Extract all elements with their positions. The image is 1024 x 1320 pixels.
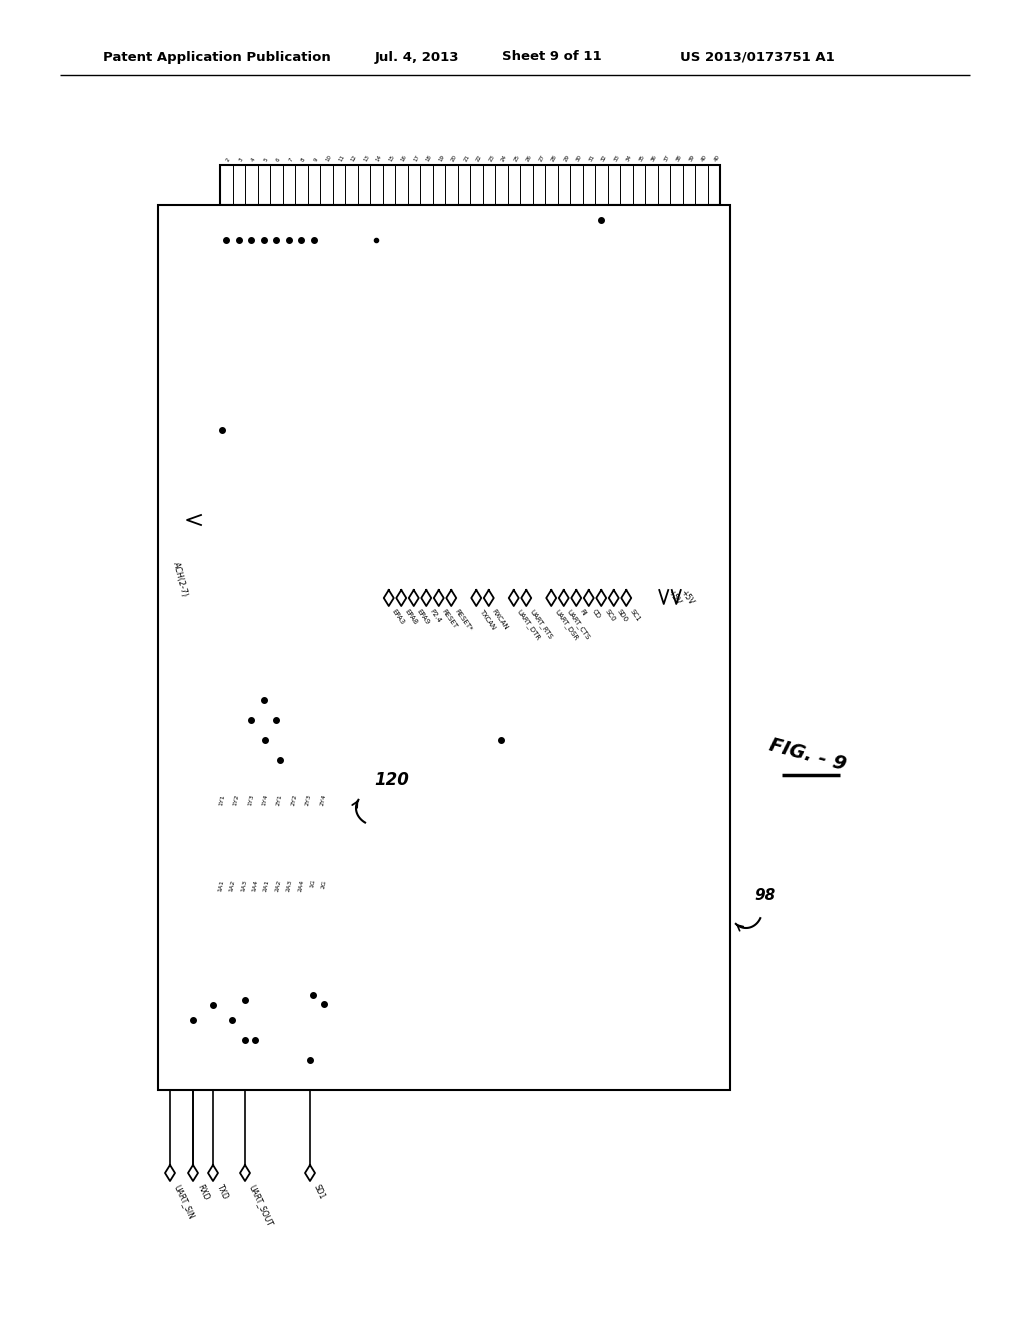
Text: FIG. - 9: FIG. - 9 <box>767 735 849 775</box>
Text: 22: 22 <box>475 153 483 162</box>
Text: 1Y4: 1Y4 <box>262 795 269 807</box>
Text: 24: 24 <box>501 153 508 162</box>
Text: 29: 29 <box>563 153 570 162</box>
Text: Sheet 9 of 11: Sheet 9 of 11 <box>502 50 602 63</box>
Text: RESET: RESET <box>440 609 459 630</box>
Text: 17: 17 <box>413 153 421 162</box>
Text: 1A2: 1A2 <box>228 879 236 892</box>
Text: UART_DSR: UART_DSR <box>553 609 580 642</box>
Text: TXCAN: TXCAN <box>478 609 497 631</box>
Text: 6: 6 <box>275 157 282 162</box>
Bar <box>534 583 636 616</box>
Text: 2Y1: 2Y1 <box>276 795 284 807</box>
Text: SC1: SC1 <box>629 609 641 623</box>
Text: SC0: SC0 <box>603 609 616 623</box>
Text: UART_RTS: UART_RTS <box>528 609 554 640</box>
Text: 2A1: 2A1 <box>263 879 270 892</box>
Text: EPA8: EPA8 <box>403 609 418 626</box>
Text: 2A3: 2A3 <box>286 879 294 892</box>
Text: SD0: SD0 <box>615 609 629 623</box>
Text: EPA3: EPA3 <box>391 609 406 626</box>
Text: 36: 36 <box>650 153 658 162</box>
Text: 26: 26 <box>525 153 534 162</box>
Text: 20: 20 <box>451 153 458 162</box>
Text: SD1: SD1 <box>312 1183 327 1201</box>
Text: 33: 33 <box>612 153 621 162</box>
Text: 39: 39 <box>688 153 695 162</box>
Text: 1A3: 1A3 <box>240 879 248 892</box>
Text: 27: 27 <box>538 153 546 162</box>
Text: 11: 11 <box>338 153 345 162</box>
Text: 3: 3 <box>238 157 244 162</box>
Text: 38: 38 <box>675 153 683 162</box>
Text: 15: 15 <box>388 153 395 162</box>
Text: Jul. 4, 2013: Jul. 4, 2013 <box>375 50 460 63</box>
Text: RESET*: RESET* <box>454 609 473 632</box>
Text: 1G: 1G <box>309 879 316 888</box>
Text: 1A4: 1A4 <box>252 879 259 892</box>
Text: CD: CD <box>591 609 601 619</box>
Text: US 2013/0173751 A1: US 2013/0173751 A1 <box>680 50 835 63</box>
Text: 16: 16 <box>400 153 409 162</box>
Text: RXD: RXD <box>195 1183 210 1201</box>
Text: RXCAN: RXCAN <box>490 609 509 631</box>
Text: EPA9: EPA9 <box>416 609 430 626</box>
Text: 8: 8 <box>300 157 306 162</box>
Text: 12: 12 <box>350 153 358 162</box>
Text: 40: 40 <box>700 153 708 162</box>
Text: P2.4: P2.4 <box>428 609 441 624</box>
Text: 1Y1: 1Y1 <box>218 795 226 807</box>
Bar <box>215 789 330 960</box>
Text: 10: 10 <box>326 153 333 162</box>
Text: 28: 28 <box>550 153 558 162</box>
Text: 32: 32 <box>600 153 608 162</box>
Text: 5: 5 <box>263 157 269 162</box>
Text: Patent Application Publication: Patent Application Publication <box>103 50 331 63</box>
Text: 98: 98 <box>755 887 775 903</box>
Text: UART_SIN: UART_SIN <box>172 1183 196 1220</box>
Text: 25: 25 <box>513 153 520 162</box>
Text: 120: 120 <box>375 771 410 789</box>
Text: 2: 2 <box>225 157 231 162</box>
Text: 23: 23 <box>487 153 496 162</box>
Text: TXD: TXD <box>215 1183 229 1201</box>
Text: +5V: +5V <box>678 587 695 607</box>
Text: 40: 40 <box>713 153 721 162</box>
Text: 19: 19 <box>437 153 445 162</box>
Text: 2Y4: 2Y4 <box>319 795 327 807</box>
Text: 1Y2: 1Y2 <box>232 795 241 807</box>
Text: UART_CTS: UART_CTS <box>565 609 592 640</box>
Text: UART_DTR: UART_DTR <box>516 609 542 642</box>
Text: 2A4: 2A4 <box>298 879 305 892</box>
Text: 1A1: 1A1 <box>217 879 224 892</box>
Text: 2A2: 2A2 <box>274 879 282 892</box>
Text: 37: 37 <box>663 153 671 162</box>
Text: 31: 31 <box>588 153 596 162</box>
Text: 30: 30 <box>575 153 583 162</box>
Text: 35: 35 <box>638 153 645 162</box>
Bar <box>158 205 730 1090</box>
Text: 2G: 2G <box>321 879 328 888</box>
Text: RI: RI <box>579 609 587 616</box>
Text: 34: 34 <box>626 153 633 162</box>
Text: ACH(2-7): ACH(2-7) <box>171 561 189 598</box>
Text: 14: 14 <box>375 153 383 162</box>
Text: 4: 4 <box>250 157 256 162</box>
Text: 2Y2: 2Y2 <box>291 795 298 807</box>
Text: 1Y3: 1Y3 <box>247 795 255 807</box>
Bar <box>220 165 720 205</box>
Text: 18: 18 <box>425 153 433 162</box>
Text: 9: 9 <box>312 157 318 162</box>
Text: UART_SOUT: UART_SOUT <box>247 1183 274 1228</box>
Text: 21: 21 <box>463 153 471 162</box>
Text: 7: 7 <box>288 157 294 162</box>
Text: +5V: +5V <box>666 587 683 607</box>
Text: 2Y3: 2Y3 <box>305 795 312 807</box>
Text: 13: 13 <box>362 153 371 162</box>
